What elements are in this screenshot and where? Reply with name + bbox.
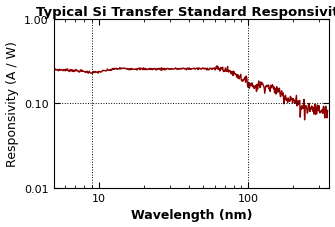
X-axis label: Wavelength (nm): Wavelength (nm)	[131, 209, 252, 222]
Y-axis label: Responsivity (A / W): Responsivity (A / W)	[6, 41, 18, 167]
Title: Typical Si Transfer Standard Responsivity: Typical Si Transfer Standard Responsivit…	[36, 5, 335, 18]
